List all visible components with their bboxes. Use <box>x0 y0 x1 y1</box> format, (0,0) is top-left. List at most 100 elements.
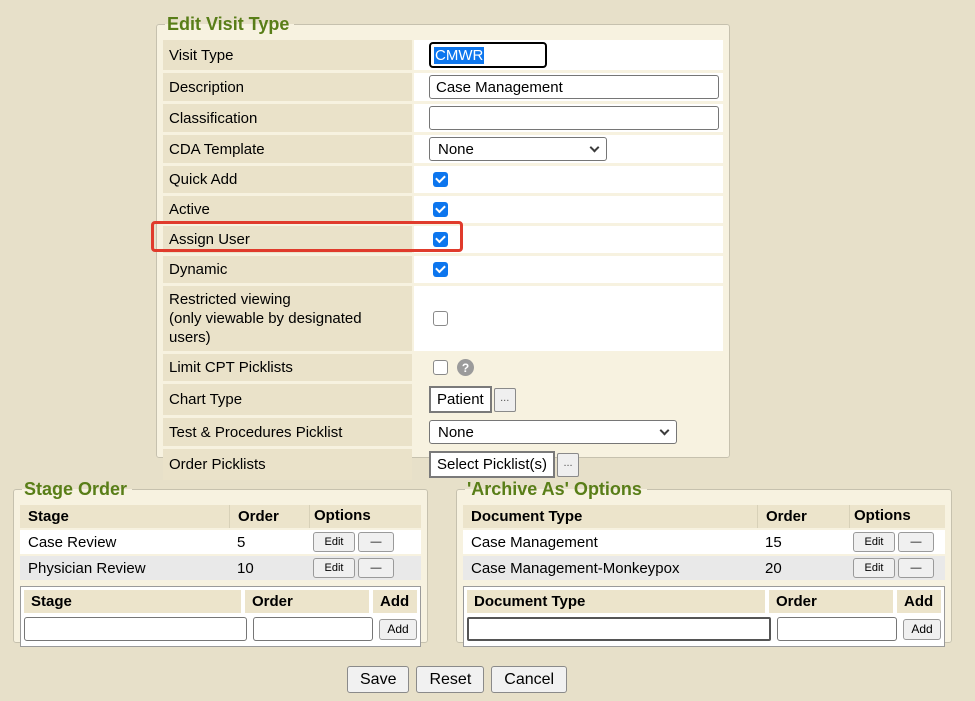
field-label-quick-add: Quick Add <box>163 166 412 193</box>
table-row: Case Management 15 Edit — <box>463 530 945 554</box>
options-column-header: Options <box>309 505 421 528</box>
row-dynamic: Dynamic <box>163 256 723 283</box>
row-chart-type: Chart Type Patient ... <box>163 384 723 415</box>
row-limit-cpt-picklists: Limit CPT Picklists ? <box>163 354 723 381</box>
edit-button[interactable]: Edit <box>313 532 355 552</box>
add-stage-header: Stage <box>24 590 241 613</box>
description-input[interactable] <box>429 75 719 99</box>
new-stage-input[interactable] <box>24 617 247 641</box>
row-cda-template: CDA Template None <box>163 135 723 163</box>
chevron-down-icon <box>589 142 600 152</box>
document-type-cell: Case Management-Monkeypox <box>471 559 680 577</box>
stage-order-header-row: Stage Order Options <box>20 505 421 528</box>
reset-button[interactable]: Reset <box>416 666 485 693</box>
dynamic-checkbox[interactable] <box>433 262 448 277</box>
table-row: Case Management-Monkeypox 20 Edit — <box>463 556 945 580</box>
test-procedures-selected-value: None <box>438 423 474 441</box>
cancel-button[interactable]: Cancel <box>491 666 568 693</box>
remove-button[interactable]: — <box>358 558 394 578</box>
stage-add-box: Stage Order Add Add <box>20 586 421 647</box>
stage-column-header: Stage <box>28 508 69 525</box>
stage-name-cell: Case Review <box>28 533 117 551</box>
new-document-order-input[interactable] <box>777 617 897 641</box>
stage-name-cell: Physician Review <box>28 559 146 577</box>
field-label-assign-user: Assign User <box>163 226 412 253</box>
add-stage-button[interactable]: Add <box>379 618 417 640</box>
order-column-header: Order <box>757 505 849 528</box>
active-checkbox[interactable] <box>433 202 448 217</box>
row-description: Description <box>163 73 723 101</box>
chart-type-browse-button[interactable]: ... <box>493 387 516 412</box>
remove-button[interactable]: — <box>898 558 934 578</box>
restricted-viewing-line2: (only viewable by designated users) <box>169 310 362 346</box>
footer-actions: Save Reset Cancel <box>347 666 568 693</box>
options-column-header: Options <box>849 505 945 528</box>
document-type-cell: Case Management <box>471 533 598 551</box>
test-procedures-select[interactable]: None <box>429 420 677 444</box>
restricted-viewing-checkbox[interactable] <box>433 311 448 326</box>
edit-button[interactable]: Edit <box>853 532 895 552</box>
row-classification: Classification <box>163 104 723 132</box>
row-test-procedures-picklist: Test & Procedures Picklist None <box>163 418 723 446</box>
restricted-viewing-line1: Restricted viewing <box>169 291 291 308</box>
field-label-order-picklists: Order Picklists <box>163 449 412 480</box>
field-label-active: Active <box>163 196 412 223</box>
field-label-cda-template: CDA Template <box>163 135 412 163</box>
row-active: Active <box>163 196 723 223</box>
help-icon[interactable]: ? <box>457 359 474 376</box>
visit-type-input[interactable]: CMWR <box>429 42 547 68</box>
edit-visit-type-panel: Edit Visit Type Visit Type CMWR Descript… <box>156 14 730 480</box>
cda-template-select[interactable]: None <box>429 137 607 161</box>
chevron-down-icon <box>659 425 670 435</box>
add-document-type-header: Document Type <box>467 590 765 613</box>
new-stage-order-input[interactable] <box>253 617 373 641</box>
archive-as-panel: 'Archive As' Options Document Type Order… <box>456 479 952 647</box>
table-row: Case Review 5 Edit — <box>20 530 421 554</box>
classification-input[interactable] <box>429 106 719 130</box>
chart-type-value: Patient <box>429 386 492 413</box>
archive-add-box: Document Type Order Add Add <box>463 586 945 647</box>
visit-type-selected-text: CMWR <box>434 46 485 64</box>
stage-order-legend: Stage Order <box>24 479 128 499</box>
quick-add-checkbox[interactable] <box>433 172 448 187</box>
add-header: Add <box>373 590 417 613</box>
add-order-header: Order <box>245 590 369 613</box>
document-type-column-header: Document Type <box>471 508 583 525</box>
new-document-type-input[interactable] <box>467 617 771 641</box>
row-assign-user: Assign User <box>163 226 723 253</box>
edit-visit-type-legend: Edit Visit Type <box>167 14 290 34</box>
row-order-picklists: Order Picklists Select Picklist(s) ... <box>163 449 723 480</box>
row-quick-add: Quick Add <box>163 166 723 193</box>
add-document-type-button[interactable]: Add <box>903 618 941 640</box>
field-label-visit-type: Visit Type <box>163 40 412 70</box>
field-label-dynamic: Dynamic <box>163 256 412 283</box>
archive-as-header-row: Document Type Order Options <box>463 505 945 528</box>
edit-button[interactable]: Edit <box>853 558 895 578</box>
field-label-description: Description <box>163 73 412 101</box>
add-order-header: Order <box>769 590 893 613</box>
save-button[interactable]: Save <box>347 666 410 693</box>
document-order-cell: 15 <box>765 533 782 551</box>
field-label-test-procedures: Test & Procedures Picklist <box>163 418 412 446</box>
cda-template-selected-value: None <box>438 140 474 158</box>
remove-button[interactable]: — <box>898 532 934 552</box>
stage-order-panel: Stage Order Stage Order Options Case Rev… <box>13 479 428 647</box>
edit-button[interactable]: Edit <box>313 558 355 578</box>
field-label-restricted-viewing: Restricted viewing (only viewable by des… <box>163 286 412 351</box>
order-picklists-browse-button[interactable]: ... <box>557 452 580 477</box>
table-row: Physician Review 10 Edit — <box>20 556 421 580</box>
field-label-limit-cpt-picklists: Limit CPT Picklists <box>163 354 412 381</box>
limit-cpt-checkbox[interactable] <box>433 360 448 375</box>
row-visit-type: Visit Type CMWR <box>163 40 723 70</box>
order-picklists-value: Select Picklist(s) <box>429 451 556 478</box>
field-label-chart-type: Chart Type <box>163 384 412 415</box>
remove-button[interactable]: — <box>358 532 394 552</box>
document-order-cell: 20 <box>765 559 782 577</box>
archive-as-legend: 'Archive As' Options <box>467 479 642 499</box>
assign-user-checkbox[interactable] <box>433 232 448 247</box>
row-restricted-viewing: Restricted viewing (only viewable by des… <box>163 286 723 351</box>
stage-order-cell: 5 <box>237 533 246 551</box>
field-label-classification: Classification <box>163 104 412 132</box>
add-header: Add <box>897 590 941 613</box>
stage-order-cell: 10 <box>237 559 254 577</box>
